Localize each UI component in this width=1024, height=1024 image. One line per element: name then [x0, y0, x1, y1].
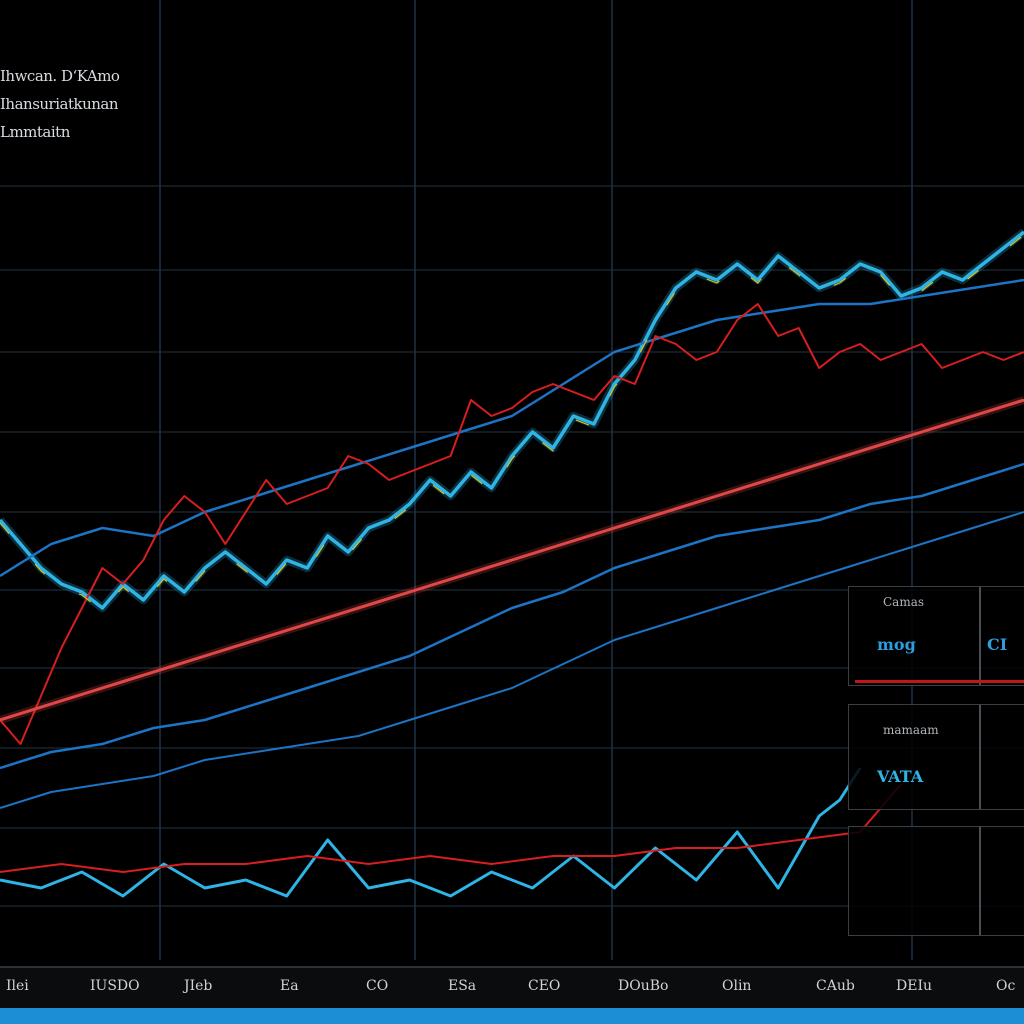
- series-5-line: [0, 462, 1024, 770]
- footer-item-3[interactable]: JIeb: [184, 978, 213, 994]
- series-3-line: [0, 303, 1024, 745]
- footer-item-6[interactable]: ESa: [448, 978, 477, 994]
- footer-toolbar: Ilei IUSDO JIeb Ea CO ESa CEO DOuBo Olin…: [0, 966, 1024, 1012]
- stat-panel-bottom: [848, 826, 1024, 936]
- series-1-highlight: [0, 234, 1024, 612]
- chart-series: [0, 228, 1024, 898]
- footer-item-11[interactable]: DEIu: [896, 978, 932, 994]
- footer-item-1[interactable]: Ilei: [6, 978, 29, 994]
- stat-panel-divider: [979, 587, 981, 685]
- footer-item-5[interactable]: CO: [366, 978, 389, 994]
- stat-panel-top-label: Camas: [883, 595, 925, 609]
- stat-panel-top: Camas mog CI: [848, 586, 1024, 686]
- stat-panel-bottom-divider: [979, 827, 981, 935]
- series-2-line: [0, 278, 1024, 578]
- stat-panel-mid-label: mamaam: [883, 723, 939, 737]
- footer-item-4[interactable]: Ea: [280, 978, 299, 994]
- series-7-line: [0, 767, 862, 898]
- stat-panel-mid-value: VATA: [877, 767, 924, 786]
- series-6-line: [0, 511, 1024, 809]
- stat-panel-top-value: mog: [877, 635, 916, 654]
- series-4-line: [0, 398, 1024, 722]
- series-1-line: [0, 230, 1024, 610]
- footer-item-12[interactable]: Oc: [996, 978, 1016, 994]
- chart-header: Ihwcan. D‘KAmo Ihansuriatkunan Lmmtaitn: [0, 62, 200, 146]
- series-8-line: [0, 783, 902, 873]
- footer-item-10[interactable]: CAub: [816, 978, 855, 994]
- stat-panel-mid: mamaam VATA: [848, 704, 1024, 810]
- stat-panel-top-value2: CI: [987, 635, 1008, 654]
- footer-accent-bar: [0, 1008, 1024, 1024]
- footer-item-7[interactable]: CEO: [528, 978, 561, 994]
- header-line-2: Ihansuriatkunan: [0, 95, 119, 113]
- stat-panel-mid-divider: [979, 705, 981, 809]
- header-line-3: Lmmtaitn: [0, 123, 70, 141]
- footer-item-2[interactable]: IUSDO: [90, 978, 140, 994]
- stat-panel-top-underline: [855, 680, 1024, 683]
- header-line-1: Ihwcan. D‘KAmo: [0, 67, 120, 85]
- footer-item-9[interactable]: Olin: [722, 978, 752, 994]
- footer-item-8[interactable]: DOuBo: [618, 978, 669, 994]
